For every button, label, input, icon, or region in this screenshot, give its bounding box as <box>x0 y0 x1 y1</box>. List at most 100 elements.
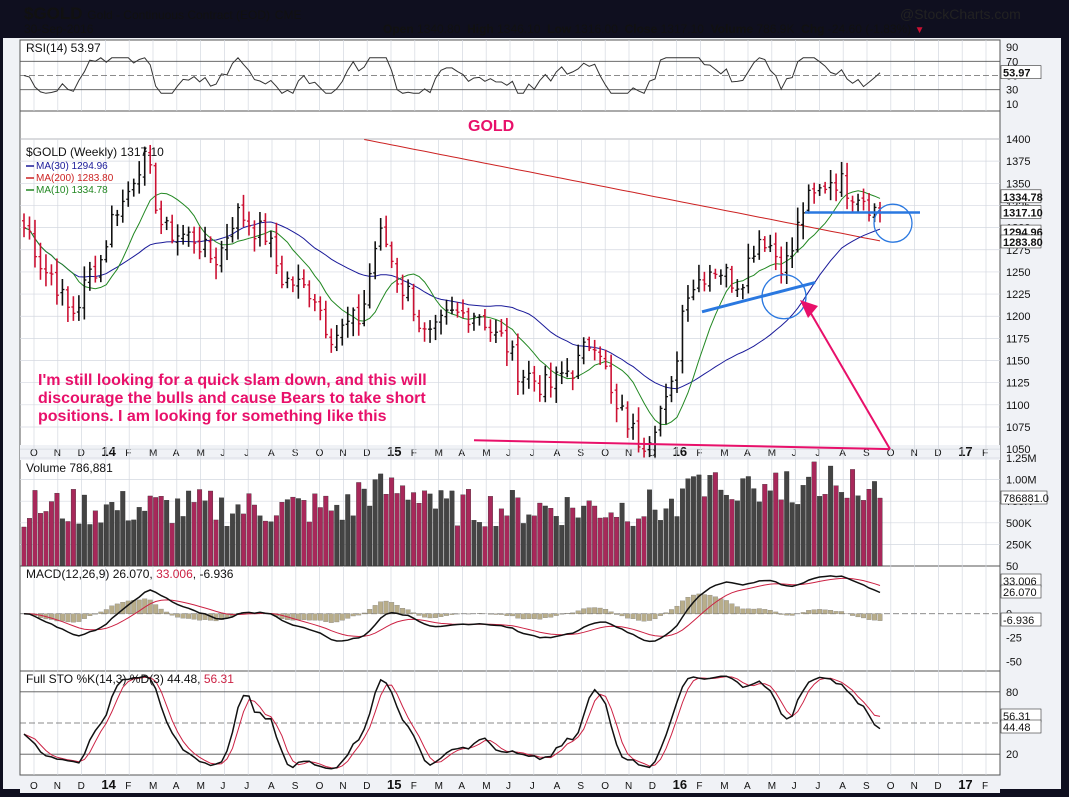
month-tick-label: A <box>554 448 561 459</box>
macd-hist-bar <box>136 599 142 614</box>
month-tick-label: F <box>125 448 131 459</box>
volume-bars <box>21 461 883 567</box>
volume-bar <box>191 502 197 567</box>
volume-bar <box>570 507 576 567</box>
ma200-line <box>364 139 881 242</box>
volume-tag: 786881.0 <box>1003 493 1049 505</box>
volume-bar <box>372 479 378 567</box>
volume-bar <box>257 515 263 567</box>
volume-bar <box>597 517 603 567</box>
volume-bar <box>433 508 438 567</box>
volume-bar <box>542 505 548 567</box>
month-tick-label: J <box>530 781 535 792</box>
macd-hist-bar <box>389 602 395 614</box>
macd-hist-bar <box>306 613 312 621</box>
month-tick-label: 17 <box>958 444 972 459</box>
highlight-circle-2 <box>873 203 913 243</box>
macd-hist-bar <box>531 613 537 619</box>
volume-bar <box>641 516 647 567</box>
volume-bar <box>767 490 773 567</box>
macd-hist-bar <box>773 611 779 614</box>
macd-legend-a: MACD(12,26,9) 26.070, <box>26 567 156 581</box>
macd-tag: 26.070 <box>1003 587 1037 599</box>
macd-hist-bar <box>175 613 181 618</box>
month-tick-label: J <box>220 448 225 459</box>
month-tick-label: J <box>792 448 797 459</box>
price-legend: $GOLD (Weekly) 1317.10 <box>26 145 164 159</box>
volume-bar <box>48 501 54 567</box>
volume-bar <box>817 496 823 567</box>
macd-hist-bar <box>542 613 548 618</box>
volume-bar <box>762 484 768 567</box>
macd-hist-bar <box>647 613 652 621</box>
macd-hist-bar <box>361 612 367 614</box>
month-tick-label: J <box>244 781 249 792</box>
volume-bar <box>718 489 724 567</box>
volume-bar <box>125 520 131 567</box>
month-tick-label: S <box>292 781 299 792</box>
volume-bar <box>103 504 109 567</box>
highlight-circle-1 <box>761 274 807 320</box>
low-value: 1316.00 <box>574 22 618 36</box>
volume-bar <box>114 510 120 567</box>
volume-bar <box>142 510 148 567</box>
volume-bar <box>350 515 356 567</box>
volume-bar <box>625 521 631 567</box>
macd-hist-bar <box>48 613 54 620</box>
volume-bar <box>559 525 565 567</box>
macd-hist-bar <box>109 605 115 614</box>
annotation-text-2: discourage the bulls and cause Bears to … <box>38 390 426 407</box>
rsi-legend: RSI(14) 53.97 <box>26 41 101 55</box>
macd-legend-b: 33.006 <box>156 567 193 581</box>
volume-bar <box>537 502 543 567</box>
month-tick-label: N <box>339 448 346 459</box>
macd-hist-bar <box>817 609 823 614</box>
macd-hist-bar <box>427 613 433 619</box>
month-tick-label: N <box>625 781 632 792</box>
macd-hist-bar <box>767 610 773 614</box>
month-tick-label: N <box>54 781 61 792</box>
month-tick-label: J <box>220 781 225 792</box>
volume-bar <box>553 516 559 567</box>
price-tick-label: 1200 <box>1006 311 1030 323</box>
exchange: CME <box>274 8 302 22</box>
macd-hist-bar <box>553 613 559 616</box>
volume-bar <box>109 502 115 567</box>
volume-bar <box>581 505 587 567</box>
macd-hist-bar <box>493 613 499 615</box>
month-tick-label: O <box>316 781 324 792</box>
volume-bar <box>575 517 581 567</box>
month-tick-label: S <box>577 781 584 792</box>
sto-tick-label: 20 <box>1006 749 1018 761</box>
price-tick-label: 1150 <box>1006 356 1030 368</box>
volume-bar <box>734 500 740 567</box>
month-tick-label: A <box>173 448 180 459</box>
month-tick-label: D <box>363 448 370 459</box>
volume-bar <box>476 522 482 567</box>
macd-hist-bar <box>186 613 192 619</box>
volume-bar <box>312 493 318 567</box>
volume-bar <box>466 489 471 567</box>
macd-hist-bar <box>498 613 504 615</box>
volume-bar <box>81 494 87 567</box>
volume-bar <box>246 493 252 567</box>
month-tick-label: M <box>482 781 490 792</box>
volume-bar <box>608 512 614 567</box>
volume-bar <box>164 500 170 567</box>
month-tick-label: S <box>863 448 870 459</box>
macd-hist-bar <box>548 613 554 618</box>
volume-bar <box>493 526 499 567</box>
macd-hist-bar <box>652 613 658 620</box>
volume-bar <box>153 497 159 567</box>
stockcharts-logo[interactable]: @StockCharts.com <box>900 6 1021 22</box>
gold-title: GOLD <box>468 118 514 135</box>
month-tick-label: A <box>458 448 465 459</box>
macd-hist-bar <box>597 607 603 614</box>
month-tick-label: N <box>54 448 61 459</box>
volume-bar <box>169 523 175 567</box>
volume-bar <box>92 510 98 567</box>
macd-tick-label: -50 <box>1006 656 1022 668</box>
ma10-legend: MA(10) 1334.78 <box>36 185 108 196</box>
volume-bar <box>197 489 203 567</box>
macd-hist-bar <box>383 600 389 614</box>
